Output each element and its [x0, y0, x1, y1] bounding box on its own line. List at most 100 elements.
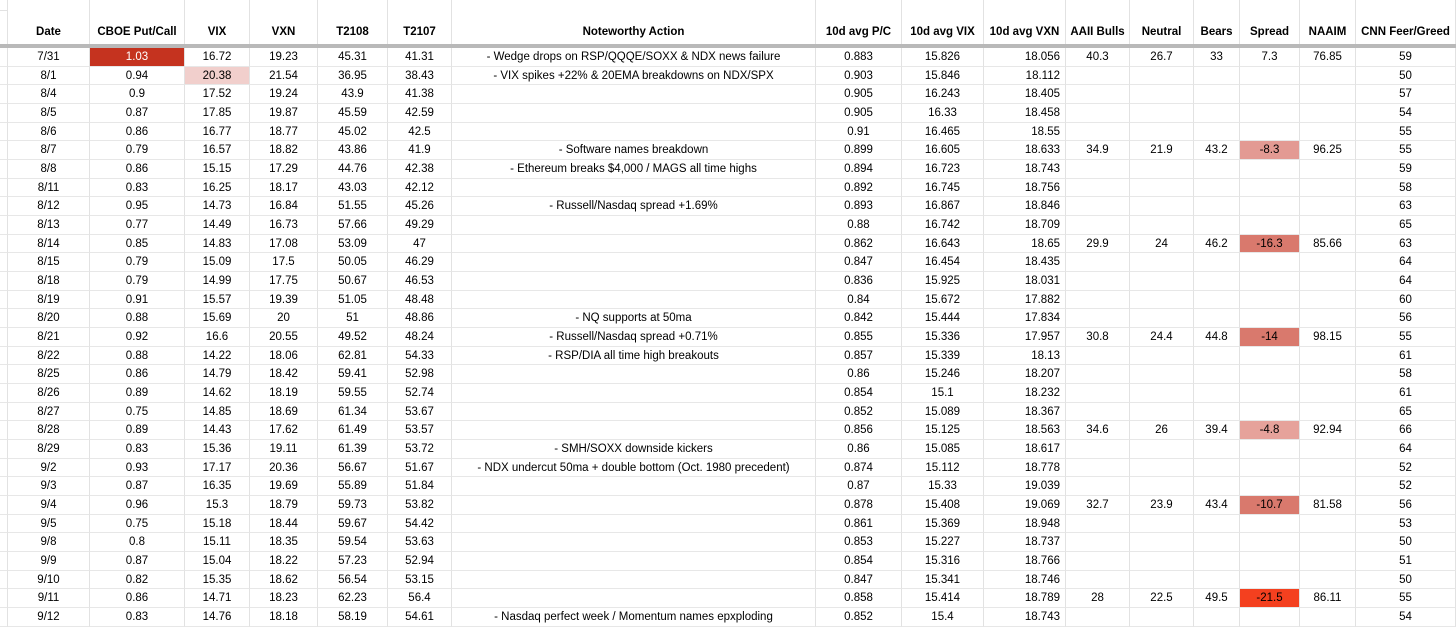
cell-avg_pc[interactable]: 0.852: [816, 608, 902, 627]
cell-pc[interactable]: 0.94: [90, 66, 185, 86]
cell-bulls[interactable]: 34.9: [1066, 141, 1130, 161]
cell-action[interactable]: [452, 216, 816, 235]
cell-avg_vxn[interactable]: 19.039: [984, 477, 1066, 497]
cell-vix[interactable]: 14.71: [185, 589, 250, 609]
cell-action[interactable]: [452, 552, 816, 571]
cell-t2108[interactable]: 51: [318, 309, 388, 329]
cell-action[interactable]: [452, 589, 816, 609]
cell-date[interactable]: 8/14: [8, 234, 90, 254]
cell-avg_pc[interactable]: 0.899: [816, 141, 902, 161]
column-header-bears[interactable]: Bears: [1194, 11, 1240, 44]
cell-avg_vxn[interactable]: 18.056: [984, 48, 1066, 67]
cell-pc[interactable]: 0.79: [90, 272, 185, 291]
cell-date[interactable]: 8/20: [8, 309, 90, 329]
cell-pc[interactable]: 0.9: [90, 85, 185, 105]
cell-action[interactable]: [452, 477, 816, 497]
cell-t2108[interactable]: 45.31: [318, 48, 388, 67]
cell-bears[interactable]: [1194, 477, 1240, 497]
cell-avg_vix[interactable]: 16.605: [902, 141, 984, 161]
cell-pc[interactable]: 0.86: [90, 365, 185, 385]
cell-spread[interactable]: [1240, 272, 1300, 291]
cell-avg_vix[interactable]: 15.408: [902, 496, 984, 515]
cell-avg_pc[interactable]: 0.856: [816, 421, 902, 441]
cell-avg_vix[interactable]: 15.672: [902, 290, 984, 310]
cell-cnn[interactable]: 61: [1356, 346, 1456, 366]
cell-bears[interactable]: [1194, 346, 1240, 366]
cell-bulls[interactable]: 34.6: [1066, 421, 1130, 441]
cell-avg_vxn[interactable]: 19.069: [984, 496, 1066, 515]
cell-avg_vxn[interactable]: 18.55: [984, 122, 1066, 142]
cell-t2107[interactable]: 54.61: [388, 608, 452, 627]
cell-pc[interactable]: 0.83: [90, 440, 185, 459]
column-header-neutral[interactable]: Neutral: [1130, 11, 1194, 44]
cell-neutral[interactable]: [1130, 402, 1194, 422]
cell-bulls[interactable]: [1066, 570, 1130, 590]
cell-t2108[interactable]: 43.86: [318, 141, 388, 161]
cell-spread[interactable]: [1240, 104, 1300, 123]
cell-vix[interactable]: 14.22: [185, 346, 250, 366]
cell-action[interactable]: - Russell/Nasdaq spread +0.71%: [452, 328, 816, 347]
cell-neutral[interactable]: [1130, 533, 1194, 553]
cell-avg_vix[interactable]: 15.1: [902, 384, 984, 403]
cell-date[interactable]: 8/28: [8, 421, 90, 441]
cell-avg_pc[interactable]: 0.905: [816, 104, 902, 123]
cell-naaim[interactable]: 85.66: [1300, 234, 1356, 254]
cell-date[interactable]: 9/12: [8, 608, 90, 627]
cell-vxn[interactable]: 19.69: [250, 477, 318, 497]
cell-cnn[interactable]: 55: [1356, 589, 1456, 609]
cell-vxn[interactable]: 20.55: [250, 328, 318, 347]
cell-t2107[interactable]: 46.29: [388, 253, 452, 273]
cell-pc[interactable]: 0.85: [90, 234, 185, 254]
cell-bulls[interactable]: [1066, 272, 1130, 291]
cell-date[interactable]: 9/3: [8, 477, 90, 497]
cell-date[interactable]: 7/31: [8, 48, 90, 67]
cell-vxn[interactable]: 17.29: [250, 160, 318, 179]
cell-bears[interactable]: 44.8: [1194, 328, 1240, 347]
cell-avg_vxn[interactable]: 18.563: [984, 421, 1066, 441]
cell-bulls[interactable]: 40.3: [1066, 48, 1130, 67]
cell-date[interactable]: 8/5: [8, 104, 90, 123]
cell-action[interactable]: [452, 570, 816, 590]
cell-avg_vix[interactable]: 15.33: [902, 477, 984, 497]
cell-bulls[interactable]: [1066, 477, 1130, 497]
cell-pc[interactable]: 0.88: [90, 346, 185, 366]
cell-avg_vix[interactable]: 16.867: [902, 197, 984, 217]
cell-t2107[interactable]: 41.9: [388, 141, 452, 161]
cell-avg_pc[interactable]: 0.847: [816, 570, 902, 590]
cell-neutral[interactable]: [1130, 122, 1194, 142]
cell-neutral[interactable]: [1130, 216, 1194, 235]
cell-avg_vxn[interactable]: 18.789: [984, 589, 1066, 609]
cell-bears[interactable]: [1194, 216, 1240, 235]
cell-t2107[interactable]: 52.74: [388, 384, 452, 403]
cell-t2108[interactable]: 56.67: [318, 458, 388, 478]
cell-spread[interactable]: [1240, 477, 1300, 497]
cell-naaim[interactable]: [1300, 384, 1356, 403]
cell-neutral[interactable]: [1130, 197, 1194, 217]
cell-bears[interactable]: [1194, 104, 1240, 123]
cell-pc[interactable]: 0.86: [90, 589, 185, 609]
cell-pc[interactable]: 0.79: [90, 141, 185, 161]
cell-vxn[interactable]: 17.62: [250, 421, 318, 441]
column-header-date[interactable]: Date: [8, 11, 90, 44]
cell-cnn[interactable]: 59: [1356, 48, 1456, 67]
cell-naaim[interactable]: [1300, 104, 1356, 123]
cell-bears[interactable]: [1194, 309, 1240, 329]
cell-vxn[interactable]: 21.54: [250, 66, 318, 86]
cell-avg_vix[interactable]: 15.125: [902, 421, 984, 441]
cell-vxn[interactable]: 18.35: [250, 533, 318, 553]
cell-action[interactable]: [452, 122, 816, 142]
cell-bears[interactable]: 49.5: [1194, 589, 1240, 609]
cell-naaim[interactable]: 98.15: [1300, 328, 1356, 347]
cell-cnn[interactable]: 58: [1356, 178, 1456, 198]
cell-vxn[interactable]: 18.69: [250, 402, 318, 422]
cell-spread[interactable]: [1240, 253, 1300, 273]
cell-neutral[interactable]: 24.4: [1130, 328, 1194, 347]
cell-date[interactable]: 8/25: [8, 365, 90, 385]
cell-spread[interactable]: 7.3: [1240, 48, 1300, 67]
cell-bulls[interactable]: [1066, 290, 1130, 310]
cell-date[interactable]: 8/1: [8, 66, 90, 86]
cell-date[interactable]: 8/12: [8, 197, 90, 217]
cell-neutral[interactable]: 24: [1130, 234, 1194, 254]
cell-t2108[interactable]: 58.19: [318, 608, 388, 627]
cell-spread[interactable]: [1240, 552, 1300, 571]
